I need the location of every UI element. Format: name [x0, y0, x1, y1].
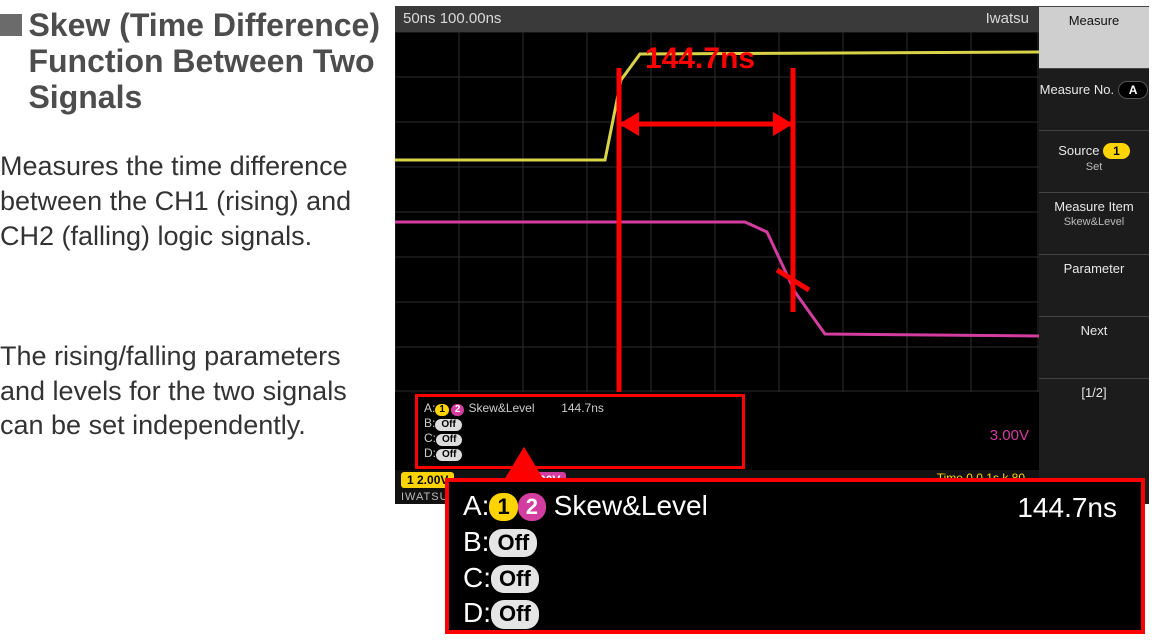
title-bullet-icon — [0, 14, 22, 36]
softkey-label: [1/2] — [1081, 385, 1106, 400]
oscilloscope-screenshot: 50ns 100.00ns Iwatsu Measure Measure No.… — [395, 6, 1149, 504]
zoom-row-a: A:12 Skew&Level144.7ns — [463, 488, 1127, 524]
scope-top-bar: 50ns 100.00ns Iwatsu — [395, 6, 1149, 32]
paragraph-2: The rising/falling parameters and levels… — [0, 339, 390, 443]
title-block: Skew (Time Difference) Function Between … — [0, 0, 390, 115]
softkey-page[interactable]: [1/2] — [1039, 378, 1149, 418]
softkey-label: Next — [1081, 323, 1108, 338]
softkey-measure-item[interactable]: Measure Item Skew&Level — [1039, 192, 1149, 254]
softkey-label: Parameter — [1064, 261, 1125, 276]
grid — [395, 32, 1039, 392]
softkey-next[interactable]: Next — [1039, 316, 1149, 378]
zoom-row-d: D:Off — [463, 595, 1127, 631]
left-text-column: Skew (Time Difference) Function Between … — [0, 0, 390, 443]
meas-row-c: C:Off — [424, 431, 736, 446]
meas-row-b: B:Off — [424, 416, 736, 431]
softkey-sub: Skew&Level — [1039, 216, 1149, 228]
skew-value-annotation: 144.7ns — [645, 42, 755, 76]
timebase-readout: 50ns 100.00ns — [403, 6, 501, 32]
softkey-label: Source — [1058, 143, 1099, 158]
paragraph-1: Measures the time difference between the… — [0, 149, 390, 253]
softkey-sub: Set — [1039, 161, 1149, 173]
softkey-pill: 1 — [1103, 143, 1130, 159]
ch2-trace — [395, 222, 1039, 336]
side-softkey-menu: Measure Measure No. A Source 1 Set Measu… — [1039, 6, 1149, 504]
measurement-readout-zoom: A:12 Skew&Level144.7ns B:Off C:Off D:Off — [445, 478, 1145, 634]
softkey-label: Measure No. — [1040, 82, 1114, 97]
measurement-readout-small: A:12Skew&Level 144.7ns B:Off C:Off D:Off — [415, 394, 745, 469]
brand-footer: IWATSU — [401, 491, 449, 503]
zoom-row-c: C:Off — [463, 560, 1127, 596]
softkey-pill: A — [1118, 81, 1149, 99]
softkey-label: Measure Item — [1054, 199, 1133, 214]
brand-label: Iwatsu — [986, 6, 1029, 32]
ch2-volt-readout: 3.00V — [990, 427, 1029, 444]
meas-row-d: D:Off — [424, 446, 736, 461]
waveform-display — [395, 32, 1039, 392]
skew-cursors — [619, 68, 809, 392]
softkey-source[interactable]: Source 1 Set — [1039, 130, 1149, 192]
softkey-parameter[interactable]: Parameter — [1039, 254, 1149, 316]
meas-row-a: A:12Skew&Level 144.7ns — [424, 401, 736, 416]
section-title: Skew (Time Difference) Function Between … — [28, 8, 388, 115]
zoom-row-b: B:Off — [463, 524, 1127, 560]
softkey-label: Measure — [1069, 13, 1120, 28]
waveform-svg — [395, 32, 1039, 392]
softkey-measure-no[interactable]: Measure No. A — [1039, 68, 1149, 130]
softkey-measure[interactable]: Measure — [1039, 6, 1149, 68]
